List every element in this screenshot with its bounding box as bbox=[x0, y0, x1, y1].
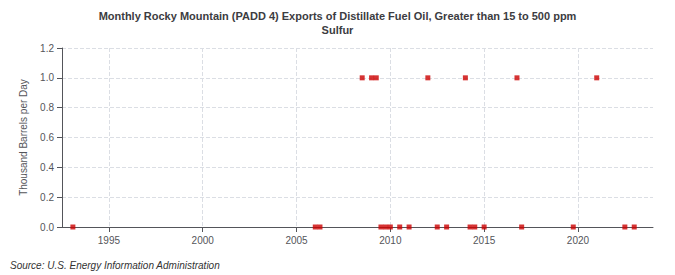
svg-text:2010: 2010 bbox=[379, 235, 402, 246]
svg-text:2000: 2000 bbox=[192, 235, 215, 246]
svg-text:Thousand Barrels per Day: Thousand Barrels per Day bbox=[18, 79, 29, 196]
svg-text:2005: 2005 bbox=[285, 235, 308, 246]
svg-text:1.0: 1.0 bbox=[40, 72, 54, 83]
svg-text:Monthly Rocky Mountain (PADD 4: Monthly Rocky Mountain (PADD 4) Exports … bbox=[99, 10, 577, 22]
svg-text:0.4: 0.4 bbox=[40, 162, 54, 173]
svg-text:0.0: 0.0 bbox=[40, 222, 54, 233]
svg-text:0.8: 0.8 bbox=[40, 102, 54, 113]
svg-text:0.2: 0.2 bbox=[40, 192, 54, 203]
svg-text:Source: U.S. Energy Informatio: Source: U.S. Energy Information Administ… bbox=[10, 260, 220, 271]
svg-text:1995: 1995 bbox=[98, 235, 121, 246]
svg-text:1.2: 1.2 bbox=[40, 43, 54, 54]
svg-text:0.6: 0.6 bbox=[40, 132, 54, 143]
svg-text:Sulfur: Sulfur bbox=[322, 24, 354, 36]
svg-text:2020: 2020 bbox=[567, 235, 590, 246]
svg-text:2015: 2015 bbox=[473, 235, 496, 246]
